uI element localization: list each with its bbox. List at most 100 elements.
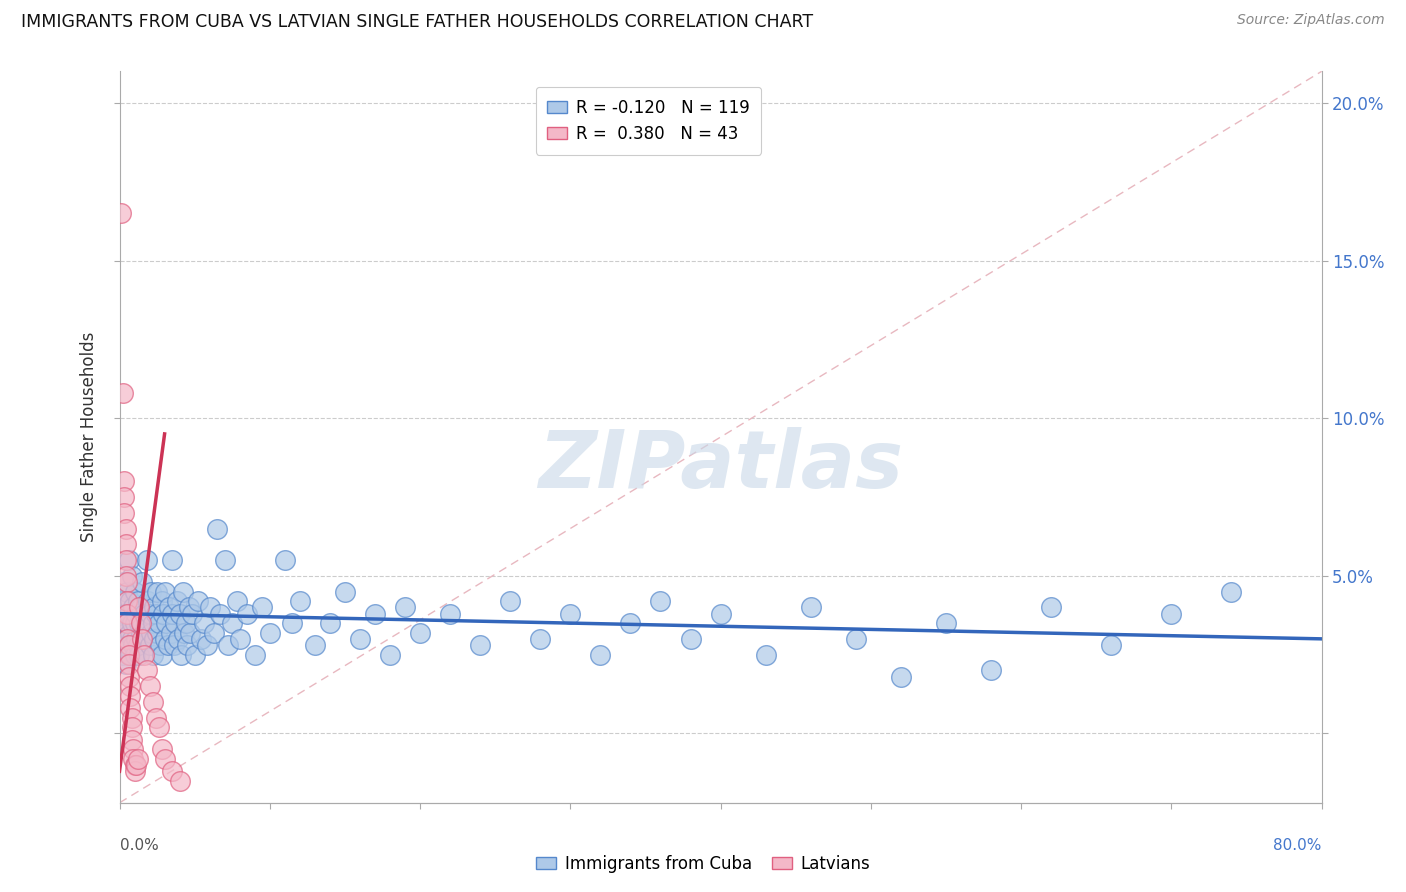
Point [319,616,342,631]
Point [112,506,135,520]
Point [115,594,138,608]
Point [243,648,266,662]
Point [117,638,139,652]
Point [153,584,176,599]
Point [136,594,159,608]
Point [169,773,191,788]
Point [709,607,731,621]
Point [150,594,173,608]
Point [1160,607,1182,621]
Point [160,607,183,621]
Point [281,616,304,631]
Point [125,758,148,772]
Point [115,584,138,599]
Point [112,575,135,590]
Point [121,632,143,646]
Point [259,625,281,640]
Point [333,584,356,599]
Point [205,521,228,535]
Point [619,616,641,631]
Point [134,632,156,646]
Point [176,638,198,652]
Point [114,569,136,583]
Point [180,607,202,621]
Point [153,752,176,766]
Point [115,575,138,590]
Point [650,594,672,608]
Point [409,625,432,640]
Point [122,742,145,756]
Point [143,600,166,615]
Point [170,648,193,662]
Point [160,764,183,779]
Point [114,521,136,535]
Point [129,625,152,640]
Point [193,616,215,631]
Point [129,600,152,615]
Point [529,632,551,646]
Point [217,638,239,652]
Point [125,607,148,621]
Point [115,616,138,631]
Point [117,648,139,662]
Point [209,607,232,621]
Point [127,752,149,766]
Point [114,607,136,621]
Point [173,625,195,640]
Point [148,720,170,734]
Point [132,648,155,662]
Point [679,632,702,646]
Point [159,625,181,640]
Point [980,664,1002,678]
Point [138,638,160,652]
Point [166,594,188,608]
Point [124,648,146,662]
Text: ZIPatlas: ZIPatlas [538,427,903,506]
Point [935,616,957,631]
Point [139,584,162,599]
Point [121,616,143,631]
Point [118,594,141,608]
Point [125,632,148,646]
Point [142,648,165,662]
Point [118,625,141,640]
Point [152,607,174,621]
Point [890,670,912,684]
Point [160,553,183,567]
Point [845,632,868,646]
Point [187,594,209,608]
Point [117,657,139,671]
Point [131,575,153,590]
Point [195,638,218,652]
Point [115,632,138,646]
Point [146,584,169,599]
Point [177,600,200,615]
Point [124,616,146,631]
Point [378,648,401,662]
Point [439,607,461,621]
Point [118,679,141,693]
Point [304,638,326,652]
Point [349,632,371,646]
Point [499,594,522,608]
Point [111,386,134,401]
Point [146,625,169,640]
Point [198,600,221,615]
Point [1220,584,1243,599]
Point [174,616,197,631]
Point [112,632,135,646]
Legend: R = -0.120   N = 119, R =  0.380   N = 43: R = -0.120 N = 119, R = 0.380 N = 43 [536,87,761,154]
Point [228,632,252,646]
Point [117,670,139,684]
Point [221,616,243,631]
Point [148,616,170,631]
Point [150,648,173,662]
Point [121,720,143,734]
Point [139,625,162,640]
Point [135,553,157,567]
Point [124,584,146,599]
Point [157,600,180,615]
Point [115,616,138,631]
Point [364,607,387,621]
Point [121,732,143,747]
